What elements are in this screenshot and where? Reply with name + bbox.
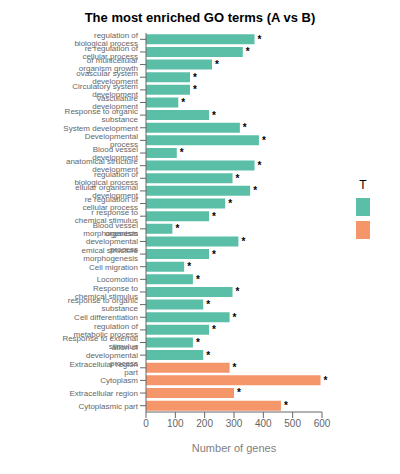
svg-text:*: * xyxy=(206,350,210,361)
svg-text:*: * xyxy=(212,110,216,121)
svg-text:100: 100 xyxy=(167,418,184,429)
svg-text:response to organicsubstance: response to organicsubstance xyxy=(68,296,139,313)
svg-text:*: * xyxy=(212,324,216,335)
svg-text:*: * xyxy=(284,400,288,411)
svg-text:*: * xyxy=(193,72,197,83)
svg-text:Blood vesselmorphogenesis: Blood vesselmorphogenesis xyxy=(83,221,138,238)
svg-text:Cytoplasmic part: Cytoplasmic part xyxy=(78,402,138,411)
svg-text:300: 300 xyxy=(226,418,243,429)
svg-text:400: 400 xyxy=(255,418,272,429)
svg-text:*: * xyxy=(253,185,257,196)
svg-text:*: * xyxy=(246,46,250,57)
svg-text:*: * xyxy=(236,286,240,297)
svg-text:*: * xyxy=(243,122,247,133)
svg-text:*: * xyxy=(324,375,328,386)
svg-text:*: * xyxy=(258,34,262,45)
svg-text:Extracellular region: Extracellular region xyxy=(70,389,138,398)
svg-text:*: * xyxy=(181,97,185,108)
svg-text:*: * xyxy=(237,387,241,398)
svg-text:*: * xyxy=(228,198,232,209)
svg-text:*: * xyxy=(258,160,262,171)
svg-text:*: * xyxy=(233,362,237,373)
svg-text:*: * xyxy=(206,299,210,310)
svg-text:Response to externalstimulus: Response to externalstimulus xyxy=(62,334,138,351)
svg-text:*: * xyxy=(196,337,200,348)
svg-text:*: * xyxy=(212,211,216,222)
svg-text:*: * xyxy=(262,135,266,146)
svg-text:200: 200 xyxy=(196,418,213,429)
svg-text:*: * xyxy=(180,147,184,158)
svg-text:*: * xyxy=(196,274,200,285)
svg-text:Number of genes: Number of genes xyxy=(192,442,277,454)
svg-text:*: * xyxy=(241,236,245,247)
svg-text:600: 600 xyxy=(314,418,331,429)
svg-text:*: * xyxy=(187,261,191,272)
svg-text:*: * xyxy=(175,223,179,234)
svg-text:Extracellular regionpart: Extracellular regionpart xyxy=(70,360,139,377)
svg-text:Cytoplasm: Cytoplasm xyxy=(100,376,138,385)
svg-text:*: * xyxy=(212,249,216,260)
svg-text:*: * xyxy=(193,84,197,95)
svg-text:*: * xyxy=(236,173,240,184)
svg-text:*: * xyxy=(233,312,237,323)
svg-text:Response to organicsubstance: Response to organicsubstance xyxy=(65,107,139,124)
svg-text:0: 0 xyxy=(143,418,149,429)
svg-text:emical structuremorphogenesis: emical structuremorphogenesis xyxy=(82,246,139,263)
svg-text:500: 500 xyxy=(284,418,301,429)
svg-text:*: * xyxy=(215,59,219,70)
svg-text:Cell migration: Cell migration xyxy=(89,263,138,272)
